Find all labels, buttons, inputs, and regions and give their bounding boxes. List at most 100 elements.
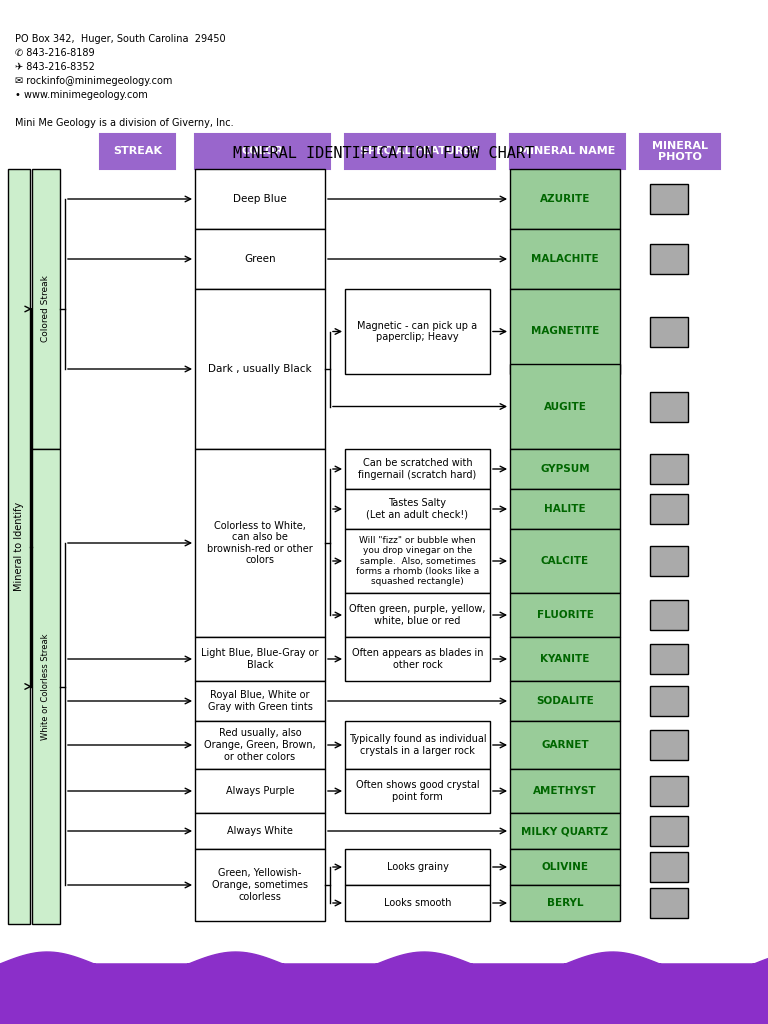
Text: Red usually, also
Orange, Green, Brown,
or other colors: Red usually, also Orange, Green, Brown, … bbox=[204, 728, 316, 762]
Text: AZURITE: AZURITE bbox=[540, 194, 590, 204]
Text: Often shows good crystal
point form: Often shows good crystal point form bbox=[356, 780, 479, 802]
Text: AMETHYST: AMETHYST bbox=[533, 786, 597, 796]
Text: Often green, purple, yellow,
white, blue or red: Often green, purple, yellow, white, blue… bbox=[349, 604, 485, 626]
FancyBboxPatch shape bbox=[32, 449, 60, 924]
Text: Looks smooth: Looks smooth bbox=[384, 898, 452, 908]
FancyBboxPatch shape bbox=[650, 600, 688, 630]
Text: Colorless to White,
can also be
brownish-red or other
colors: Colorless to White, can also be brownish… bbox=[207, 520, 313, 565]
Text: MILKY QUARTZ: MILKY QUARTZ bbox=[521, 826, 608, 836]
FancyBboxPatch shape bbox=[650, 184, 688, 214]
Text: Looks grainy: Looks grainy bbox=[386, 862, 449, 872]
FancyBboxPatch shape bbox=[195, 289, 325, 449]
FancyBboxPatch shape bbox=[195, 721, 325, 769]
Text: • www.minimegeology.com: • www.minimegeology.com bbox=[15, 90, 147, 100]
FancyBboxPatch shape bbox=[345, 637, 490, 681]
Text: MINERAL NAME: MINERAL NAME bbox=[519, 146, 616, 157]
FancyBboxPatch shape bbox=[345, 593, 490, 637]
Text: Deep Blue: Deep Blue bbox=[233, 194, 287, 204]
Text: ✆ 843-216-8189: ✆ 843-216-8189 bbox=[15, 48, 94, 58]
Text: PO Box 342,  Huger, South Carolina  29450: PO Box 342, Huger, South Carolina 29450 bbox=[15, 34, 226, 44]
Text: SODALITE: SODALITE bbox=[536, 696, 594, 706]
FancyBboxPatch shape bbox=[650, 816, 688, 846]
FancyBboxPatch shape bbox=[650, 391, 688, 422]
Text: GARNET: GARNET bbox=[541, 740, 589, 750]
FancyBboxPatch shape bbox=[345, 529, 490, 593]
Text: ✈ 843-216-8352: ✈ 843-216-8352 bbox=[15, 62, 95, 72]
FancyBboxPatch shape bbox=[8, 169, 30, 924]
Text: AUGITE: AUGITE bbox=[544, 401, 587, 412]
Text: KYANITE: KYANITE bbox=[541, 654, 590, 664]
Text: MINERAL IDENTIFICATION FLOW CHART: MINERAL IDENTIFICATION FLOW CHART bbox=[233, 146, 535, 162]
FancyBboxPatch shape bbox=[345, 449, 490, 489]
FancyBboxPatch shape bbox=[510, 769, 620, 813]
Text: Light Blue, Blue-Gray or
Black: Light Blue, Blue-Gray or Black bbox=[201, 648, 319, 670]
FancyBboxPatch shape bbox=[100, 134, 175, 169]
FancyBboxPatch shape bbox=[510, 637, 620, 681]
FancyBboxPatch shape bbox=[510, 289, 620, 374]
Text: Mini Me Geology is a division of Giverny, Inc.: Mini Me Geology is a division of Giverny… bbox=[15, 118, 233, 128]
FancyBboxPatch shape bbox=[650, 244, 688, 274]
Text: GYPSUM: GYPSUM bbox=[540, 464, 590, 474]
FancyBboxPatch shape bbox=[510, 681, 620, 721]
FancyBboxPatch shape bbox=[650, 546, 688, 575]
Text: FLUORITE: FLUORITE bbox=[537, 610, 594, 620]
Text: MALACHITE: MALACHITE bbox=[531, 254, 599, 264]
FancyBboxPatch shape bbox=[650, 644, 688, 674]
FancyBboxPatch shape bbox=[650, 454, 688, 484]
Text: Dark , usually Black: Dark , usually Black bbox=[208, 364, 312, 374]
Text: BERYL: BERYL bbox=[547, 898, 583, 908]
Text: Can be scratched with
fingernail (scratch hard): Can be scratched with fingernail (scratc… bbox=[359, 458, 477, 480]
FancyBboxPatch shape bbox=[510, 885, 620, 921]
FancyBboxPatch shape bbox=[195, 229, 325, 289]
FancyBboxPatch shape bbox=[195, 134, 330, 169]
Text: Magnetic - can pick up a
paperclip; Heavy: Magnetic - can pick up a paperclip; Heav… bbox=[357, 321, 478, 342]
FancyBboxPatch shape bbox=[195, 769, 325, 813]
FancyBboxPatch shape bbox=[650, 316, 688, 346]
FancyBboxPatch shape bbox=[510, 229, 620, 289]
Text: COLOR: COLOR bbox=[241, 146, 283, 157]
Text: HALITE: HALITE bbox=[545, 504, 586, 514]
FancyBboxPatch shape bbox=[650, 852, 688, 882]
FancyBboxPatch shape bbox=[195, 681, 325, 721]
FancyBboxPatch shape bbox=[32, 169, 60, 449]
FancyBboxPatch shape bbox=[640, 134, 720, 169]
FancyBboxPatch shape bbox=[510, 529, 620, 593]
FancyBboxPatch shape bbox=[510, 449, 620, 489]
Text: Often appears as blades in
other rock: Often appears as blades in other rock bbox=[352, 648, 483, 670]
FancyBboxPatch shape bbox=[345, 289, 490, 374]
FancyBboxPatch shape bbox=[650, 776, 688, 806]
FancyBboxPatch shape bbox=[195, 849, 325, 921]
Text: Green, Yellowish-
Orange, sometimes
colorless: Green, Yellowish- Orange, sometimes colo… bbox=[212, 868, 308, 901]
Text: Tastes Salty
(Let an adult check!): Tastes Salty (Let an adult check!) bbox=[366, 499, 468, 520]
FancyBboxPatch shape bbox=[195, 169, 325, 229]
FancyBboxPatch shape bbox=[510, 489, 620, 529]
Text: STREAK: STREAK bbox=[113, 146, 162, 157]
FancyBboxPatch shape bbox=[345, 885, 490, 921]
Text: ✉ rockinfo@minimegeology.com: ✉ rockinfo@minimegeology.com bbox=[15, 76, 172, 86]
Text: OLIVINE: OLIVINE bbox=[541, 862, 588, 872]
FancyBboxPatch shape bbox=[345, 849, 490, 885]
FancyBboxPatch shape bbox=[650, 494, 688, 524]
FancyBboxPatch shape bbox=[345, 721, 490, 769]
FancyBboxPatch shape bbox=[650, 686, 688, 716]
Text: Always Purple: Always Purple bbox=[226, 786, 294, 796]
Text: Green: Green bbox=[244, 254, 276, 264]
FancyBboxPatch shape bbox=[510, 134, 625, 169]
Text: MINERAL
PHOTO: MINERAL PHOTO bbox=[652, 140, 708, 162]
FancyBboxPatch shape bbox=[195, 637, 325, 681]
FancyBboxPatch shape bbox=[510, 813, 620, 849]
FancyBboxPatch shape bbox=[510, 849, 620, 885]
FancyBboxPatch shape bbox=[195, 449, 325, 637]
FancyBboxPatch shape bbox=[650, 730, 688, 760]
FancyBboxPatch shape bbox=[345, 134, 495, 169]
Text: CALCITE: CALCITE bbox=[541, 556, 589, 566]
FancyBboxPatch shape bbox=[510, 169, 620, 229]
Text: Typically found as individual
crystals in a larger rock: Typically found as individual crystals i… bbox=[349, 734, 486, 756]
FancyBboxPatch shape bbox=[345, 489, 490, 529]
FancyBboxPatch shape bbox=[650, 888, 688, 918]
FancyBboxPatch shape bbox=[510, 593, 620, 637]
Text: White or Colorless Streak: White or Colorless Streak bbox=[41, 633, 51, 739]
Text: Colored Streak: Colored Streak bbox=[41, 275, 51, 342]
FancyBboxPatch shape bbox=[195, 813, 325, 849]
FancyBboxPatch shape bbox=[510, 364, 620, 449]
